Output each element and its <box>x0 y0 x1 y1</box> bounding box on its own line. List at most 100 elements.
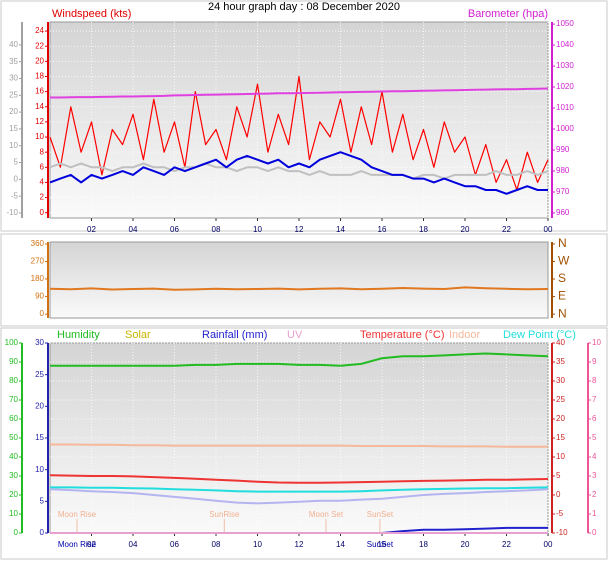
series-line <box>49 474 549 484</box>
legend-label: Indoor <box>449 329 481 341</box>
x-tick-label: 08 <box>212 225 221 234</box>
y-tick-label: 990 <box>556 145 570 154</box>
y-tick-label: 1 <box>592 509 597 518</box>
y-tick-label: 30 <box>556 376 565 385</box>
x-tick-label: 16 <box>378 225 387 234</box>
axis-title: Barometer (hpa) <box>468 8 548 20</box>
x-tick-label: 20 <box>461 225 470 234</box>
y-tick-label: -10 <box>556 528 568 537</box>
y-tick-label: 16 <box>35 87 44 96</box>
y-tick-label: 24 <box>35 26 44 35</box>
x-tick-label: 00 <box>544 540 553 549</box>
y-tick-label: 1000 <box>556 124 574 133</box>
y-tick-label: 3 <box>592 471 597 480</box>
x-tick-label: 20 <box>461 540 470 549</box>
y-tick-label: 15 <box>556 433 565 442</box>
y-tick-label: 980 <box>556 166 570 175</box>
legend-label: Solar <box>125 329 151 341</box>
y-tick-label: 270 <box>31 257 45 266</box>
event-axis-label: SunSet <box>367 540 394 549</box>
y-tick-label: 1040 <box>556 40 574 49</box>
legend-label: Humidity <box>57 329 100 341</box>
y-tick-label: 10 <box>35 465 44 474</box>
y-tick-label: 180 <box>31 274 45 283</box>
x-tick-label: 06 <box>170 225 179 234</box>
y-tick-label: 90 <box>35 292 44 301</box>
axis-title: Windspeed (kts) <box>52 8 131 20</box>
x-tick-label: 10 <box>253 540 262 549</box>
x-tick-label: 12 <box>295 225 304 234</box>
y-tick-label: 22 <box>35 41 44 50</box>
y-tick-label: 20 <box>35 56 44 65</box>
y-tick-label: 0 <box>40 309 45 318</box>
x-tick-label: 08 <box>212 540 221 549</box>
series-line <box>49 75 549 191</box>
x-tick-label: 04 <box>129 225 138 234</box>
y-tick-label: 5 <box>592 433 597 442</box>
y-tick-label: 5 <box>556 471 561 480</box>
y-tick-label: 80 <box>9 376 18 385</box>
y-tick-label: 20 <box>9 490 18 499</box>
y-tick-label: 970 <box>556 187 570 196</box>
y-tick-label: 360 <box>31 239 45 248</box>
y-tick-label: 10 <box>556 452 565 461</box>
y-tick-label: 1010 <box>556 103 574 112</box>
x-tick-label: 12 <box>295 540 304 549</box>
x-tick-label: 04 <box>129 540 138 549</box>
y-tick-label: 0 <box>14 528 19 537</box>
panel-frame <box>0 233 608 327</box>
y-tick-label: 9 <box>592 357 597 366</box>
x-tick-label: 22 <box>502 540 511 549</box>
legend-label: UV <box>287 329 303 341</box>
series-line <box>49 488 549 505</box>
y-tick-label: 5 <box>14 158 19 167</box>
y-tick-label: 50 <box>9 433 18 442</box>
y-tick-label: 2 <box>592 490 597 499</box>
y-tick-label: 10 <box>592 338 601 347</box>
y-tick-label: 0 <box>592 528 597 537</box>
y-tick-label: 25 <box>556 395 565 404</box>
y-tick-label: 70 <box>9 395 18 404</box>
series-line <box>49 286 549 291</box>
y-tick-label: 30 <box>35 338 44 347</box>
event-label: SunRise <box>209 510 240 519</box>
legend-label: Rainfall (mm) <box>202 329 267 341</box>
y-tick-label: 1050 <box>556 19 574 28</box>
x-tick-label: 18 <box>419 225 428 234</box>
y-tick-label: 20 <box>9 107 18 116</box>
event-axis-label: Moon Rise <box>58 540 97 549</box>
y-tick-label: 35 <box>9 57 18 66</box>
y-tick-label: 4 <box>40 178 45 187</box>
y-tick-label: 0 <box>556 490 561 499</box>
x-tick-label: 14 <box>336 225 345 234</box>
y-tick-label: 14 <box>35 102 44 111</box>
x-tick-label: 22 <box>502 225 511 234</box>
y-tick-label: 1020 <box>556 82 574 91</box>
legend-label: Dew Point (°C) <box>503 329 576 341</box>
plot-area <box>49 21 549 219</box>
y-tick-label: E <box>558 289 566 303</box>
plot-area <box>49 241 549 319</box>
y-tick-label: 7 <box>592 395 597 404</box>
y-tick-label: -5 <box>556 509 564 518</box>
y-tick-label: 0 <box>40 208 45 217</box>
x-tick-label: 02 <box>87 225 96 234</box>
y-tick-label: 18 <box>35 72 44 81</box>
event-label: Moon Rise <box>58 510 97 519</box>
y-tick-label: N <box>558 306 567 320</box>
y-tick-label: 20 <box>35 401 44 410</box>
y-tick-label: 90 <box>9 357 18 366</box>
x-tick-label: 14 <box>336 540 345 549</box>
y-tick-label: 40 <box>9 452 18 461</box>
panel-frame <box>0 327 608 560</box>
y-tick-label: 40 <box>556 338 565 347</box>
y-tick-label: 15 <box>9 124 18 133</box>
y-tick-label: -5 <box>11 191 19 200</box>
y-tick-label: 6 <box>40 162 45 171</box>
event-label: SunSet <box>367 510 394 519</box>
y-tick-label: 2 <box>40 193 45 202</box>
y-tick-label: -10 <box>6 208 18 217</box>
x-tick-label: 02 <box>87 540 96 549</box>
y-tick-label: W <box>558 254 570 268</box>
panel-frame <box>0 0 608 232</box>
